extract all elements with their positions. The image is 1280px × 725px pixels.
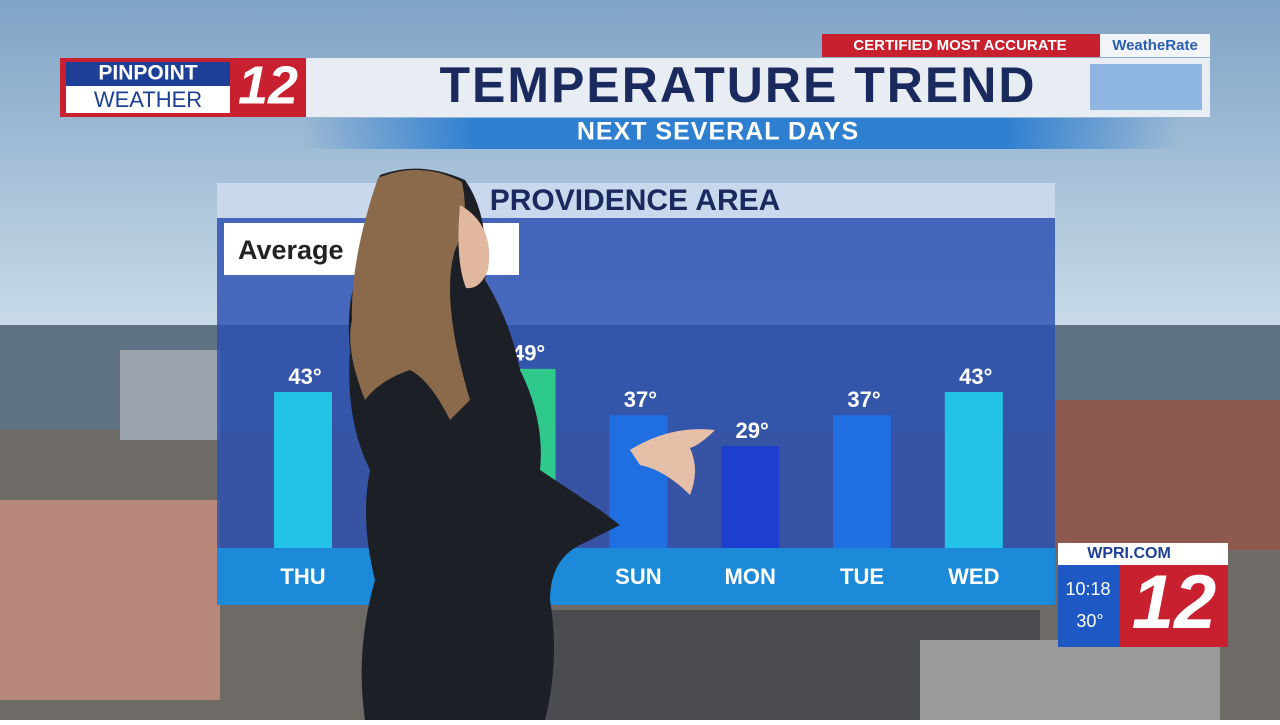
bug-logo xyxy=(1120,565,1228,647)
logo-top-panel xyxy=(66,62,230,86)
value-label: 29° xyxy=(736,418,769,443)
bug-info-box xyxy=(1058,565,1120,647)
bug-temp: 30° xyxy=(1076,611,1103,631)
chart-title-strip xyxy=(217,183,1055,218)
header-accent xyxy=(1090,64,1202,110)
building xyxy=(120,350,220,440)
category-strip xyxy=(217,548,1055,605)
bug-number: 12 xyxy=(1132,560,1217,645)
chart: PROVIDENCE AREA Average THU43°SAT49°SUN3… xyxy=(217,183,1055,605)
value-label: 37° xyxy=(847,387,880,412)
bar xyxy=(721,446,780,548)
value-label: 43° xyxy=(288,364,321,389)
category-label: THU xyxy=(280,564,325,589)
logo-top: PINPOINT xyxy=(98,62,197,85)
logo-bottom: WEATHER xyxy=(94,87,202,112)
value-label: 37° xyxy=(624,387,657,412)
presenter-face xyxy=(458,205,490,289)
legend-text: Average xyxy=(238,235,344,265)
title: TEMPERATURE TREND xyxy=(440,57,1037,113)
bug-site-box xyxy=(1058,543,1228,565)
category-label: SUN xyxy=(615,564,661,589)
presenter-hair xyxy=(350,169,470,420)
bug-site: WPRI.COM xyxy=(1087,545,1171,562)
bar xyxy=(944,392,1003,548)
chart-title: PROVIDENCE AREA xyxy=(490,184,781,217)
building xyxy=(0,500,220,700)
logo-number: 12 xyxy=(238,55,298,115)
bar xyxy=(274,392,332,548)
bar xyxy=(609,415,668,548)
building xyxy=(1055,400,1280,550)
presenter-hand xyxy=(630,429,715,495)
category-label: TUE xyxy=(840,564,884,589)
bug-time: 10:18 xyxy=(1065,579,1110,599)
bar xyxy=(833,415,891,548)
subtitle-bar xyxy=(300,118,1180,149)
value-label: 43° xyxy=(959,364,992,389)
category-label: WED xyxy=(948,564,999,589)
subtitle: NEXT SEVERAL DAYS xyxy=(577,118,859,146)
badge-brand-box xyxy=(1100,34,1210,57)
badge-brand: WeatheRate xyxy=(1112,37,1198,54)
category-label: MON xyxy=(725,564,776,589)
badge xyxy=(822,34,1100,57)
roof xyxy=(920,640,1220,720)
badge-text: CERTIFIED MOST ACCURATE xyxy=(853,37,1066,54)
